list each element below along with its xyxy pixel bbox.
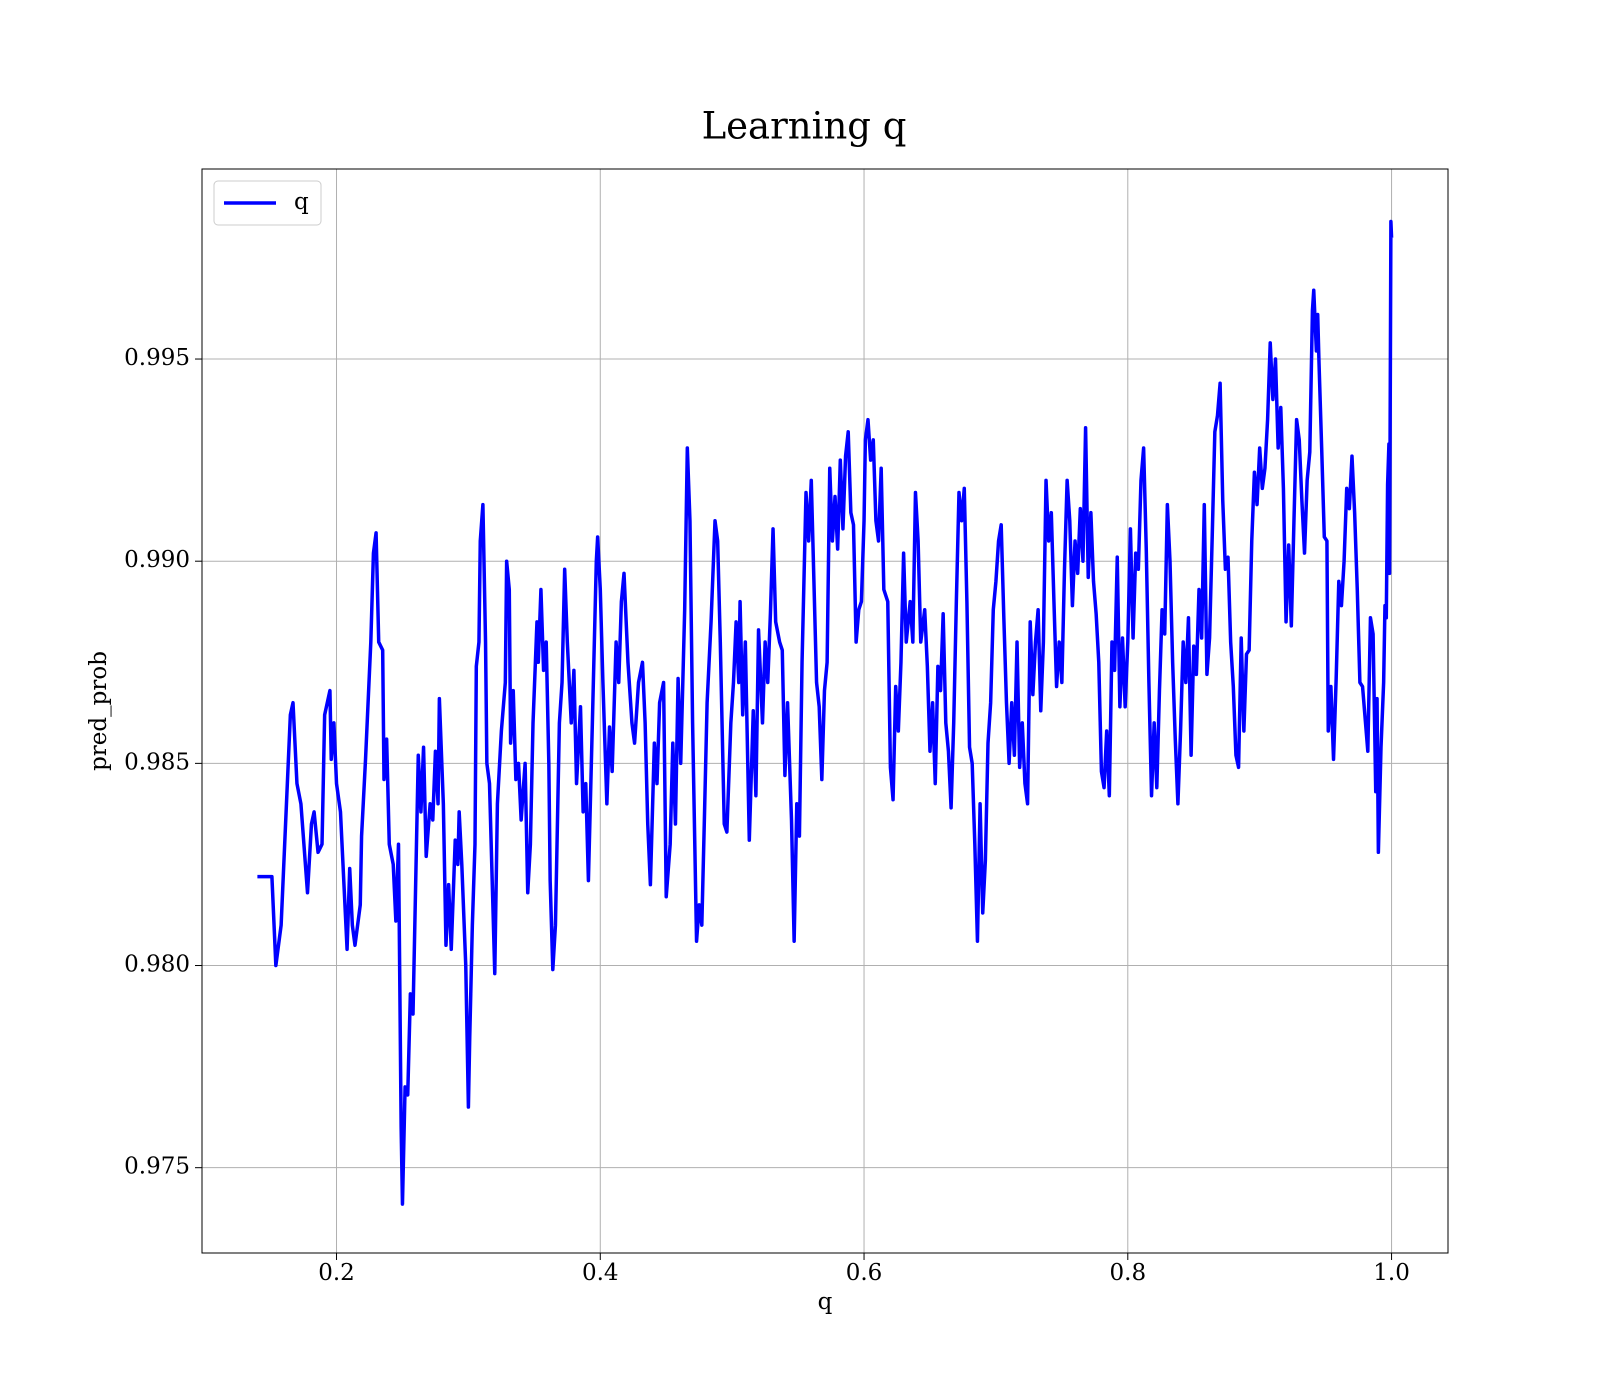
chart-title: Learning q: [702, 105, 907, 148]
legend-label: q: [294, 189, 309, 215]
legend: q: [213, 180, 322, 226]
axes-frame: [201, 168, 1449, 1254]
x-tick-label: 1.0: [1373, 1260, 1410, 1286]
x-tick-label: 0.2: [318, 1260, 355, 1286]
ticks: 0.2 0.4 0.6 0.8 1.0 0.975 0.980 0.985 0.990 0.995: [124, 345, 1410, 1286]
x-tick-label: 0.4: [582, 1260, 619, 1286]
x-tick-label: 0.6: [846, 1260, 883, 1286]
x-axis-label: q: [818, 1289, 833, 1315]
y-axis-label: pred_prob: [86, 651, 112, 771]
y-tick-label: 0.975: [124, 1154, 190, 1180]
plot-area: [257, 219, 1394, 1206]
grid: [202, 169, 1448, 1253]
y-tick-label: 0.990: [124, 547, 190, 573]
line-series: [257, 219, 1394, 1206]
y-tick-label: 0.980: [124, 952, 190, 978]
y-tick-label: 0.985: [124, 749, 190, 775]
y-tick-label: 0.995: [124, 345, 190, 371]
x-tick-label: 0.8: [1110, 1260, 1147, 1286]
